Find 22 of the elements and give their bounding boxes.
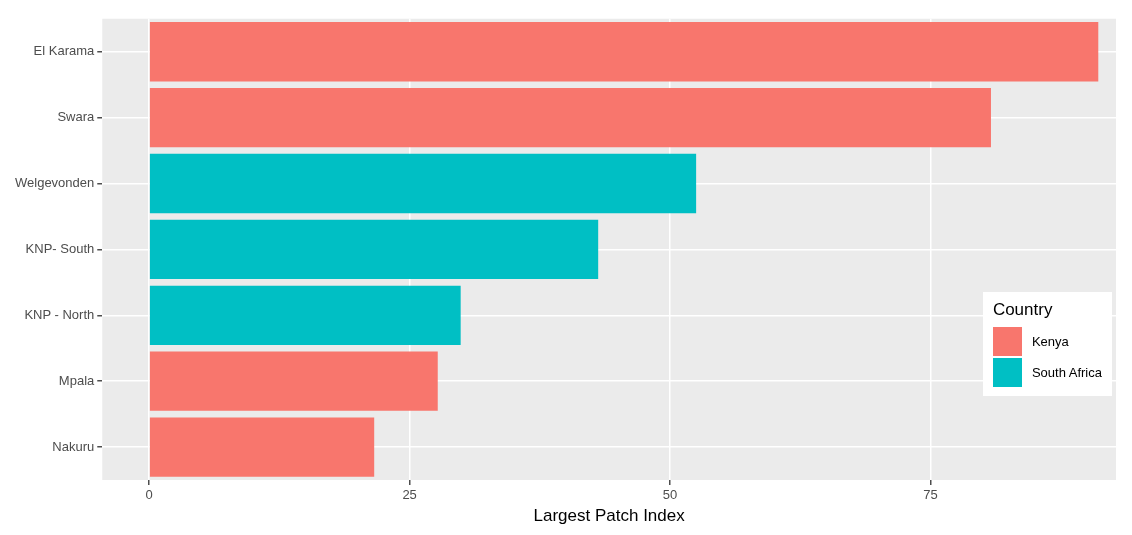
bar	[149, 87, 991, 148]
legend-label: South Africa	[1031, 365, 1102, 380]
legend-title: Country	[992, 300, 1054, 320]
x-tick-label: 25	[402, 487, 417, 503]
y-tick-label: KNP - North	[24, 306, 95, 322]
y-tick-label: Nakuru	[52, 438, 95, 454]
x-tick-label: 75	[923, 487, 938, 503]
y-tick-label: Welgevonden	[15, 175, 95, 191]
bar	[149, 22, 1099, 82]
bar	[149, 285, 461, 345]
bar	[149, 417, 375, 477]
x-axis-title: Largest Patch Index	[533, 506, 686, 526]
bar	[149, 153, 697, 214]
y-tick-label: Mpala	[58, 372, 96, 388]
y-tick-label: El Karama	[33, 43, 96, 59]
x-tick-label: 50	[662, 487, 678, 503]
legend-label: Kenya	[1031, 334, 1069, 349]
x-tick-label: 0	[145, 487, 153, 503]
y-tick-label: Swara	[57, 109, 96, 125]
y-tick-label: KNP- South	[25, 240, 95, 256]
bar	[149, 219, 599, 280]
bar	[149, 351, 438, 411]
